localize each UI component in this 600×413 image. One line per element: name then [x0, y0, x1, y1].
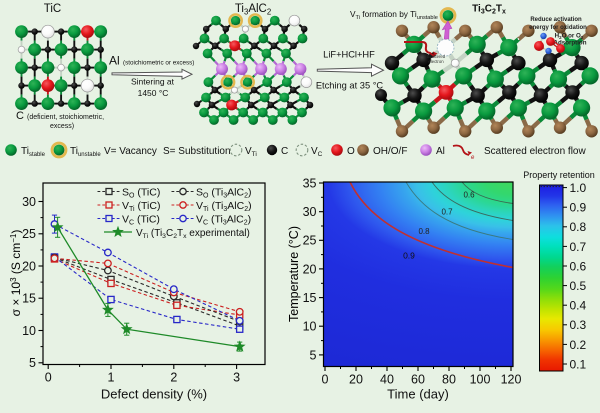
svg-text:excess): excess) [50, 123, 74, 130]
svg-text:Ti3AlC2: Ti3AlC2 [235, 3, 271, 17]
svg-text:Reduce activation: Reduce activation [530, 17, 582, 23]
svg-text:OH/O/F: OH/O/F [373, 146, 407, 157]
svg-text:0.5: 0.5 [570, 279, 587, 293]
svg-text:VTi (Ti3C2Tx experimental): VTi (Ti3C2Tx experimental) [136, 228, 250, 240]
svg-text:1450 °C: 1450 °C [138, 88, 169, 98]
svg-text:VTi (Ti3AlC2): VTi (Ti3AlC2) [196, 200, 252, 213]
svg-text:15: 15 [303, 291, 317, 305]
svg-text:0.6: 0.6 [570, 259, 587, 273]
svg-text:3: 3 [233, 371, 240, 385]
svg-text:120: 120 [501, 373, 522, 387]
svg-text:Al: Al [436, 146, 445, 157]
svg-text:1.0: 1.0 [570, 181, 587, 195]
svg-text:1: 1 [108, 371, 115, 385]
svg-text:25: 25 [22, 227, 36, 241]
svg-text:VC (Ti3AlC2): VC (Ti3AlC2) [196, 213, 251, 226]
svg-text:0.8: 0.8 [570, 220, 587, 234]
svg-text:VC (TiC): VC (TiC) [122, 213, 160, 226]
svg-text:5: 5 [29, 356, 36, 370]
svg-text:20: 20 [22, 259, 36, 273]
svg-text:VTi (TiC): VTi (TiC) [122, 200, 160, 213]
svg-text:0.2: 0.2 [570, 338, 587, 352]
svg-text:60: 60 [411, 373, 425, 387]
svg-text:Scattered: Scattered [427, 54, 446, 59]
svg-text:15: 15 [22, 292, 36, 306]
svg-text:35: 35 [303, 176, 317, 190]
svg-text:Time (day): Time (day) [387, 387, 449, 402]
svg-text:σ × 103 (S cm−1): σ × 103 (S cm−1) [9, 230, 23, 317]
svg-text:0.4: 0.4 [570, 299, 587, 313]
svg-text:Tiunstable: Tiunstable [70, 146, 101, 158]
svg-text:O: O [347, 146, 355, 157]
svg-text:40: 40 [380, 373, 394, 387]
svg-text:0.9: 0.9 [403, 251, 415, 261]
svg-text:0.3: 0.3 [570, 318, 587, 332]
svg-text:e: e [471, 155, 475, 161]
svg-text:C: C [281, 146, 288, 157]
svg-text:Adsorption: Adsorption [554, 40, 587, 47]
svg-text:0.7: 0.7 [441, 208, 453, 217]
svg-text:20: 20 [349, 373, 363, 387]
svg-text:V= Vacancy: V= Vacancy [104, 146, 157, 157]
svg-text:0: 0 [45, 371, 52, 385]
svg-text:C (deficient, stoichiometric,: C (deficient, stoichiometric, [16, 110, 104, 122]
svg-text:Temperature (°C): Temperature (°C) [287, 226, 301, 322]
svg-text:0.7: 0.7 [570, 240, 587, 254]
svg-text:VTi: VTi [245, 146, 257, 158]
svg-text:0: 0 [322, 373, 329, 387]
svg-text:Property retention: Property retention [523, 170, 595, 180]
svg-text:VC: VC [311, 146, 323, 158]
svg-text:20: 20 [303, 262, 317, 276]
svg-text:LiF+HCl+HF: LiF+HCl+HF [323, 50, 375, 60]
svg-text:25: 25 [303, 234, 317, 248]
svg-text:0.9: 0.9 [570, 201, 587, 215]
svg-text:Scattered electron flow: Scattered electron flow [484, 146, 586, 157]
svg-text:H2O or O2: H2O or O2 [555, 33, 584, 40]
svg-text:10: 10 [22, 324, 36, 338]
svg-text:Sintering at: Sintering at [131, 77, 175, 87]
svg-text:Ti3C2Tx: Ti3C2Tx [472, 4, 506, 16]
svg-text:SO (TiC): SO (TiC) [122, 186, 160, 199]
svg-text:Defect density (%): Defect density (%) [101, 387, 207, 402]
svg-text:Al (stoichiometric or excess): Al (stoichiometric or excess) [109, 54, 194, 68]
svg-text:VTi formation by Tiunstable: VTi formation by Tiunstable [350, 9, 438, 21]
svg-text:energy for oxidation: energy for oxidation [529, 25, 587, 31]
svg-text:5: 5 [310, 348, 317, 362]
svg-text:electron: electron [428, 59, 444, 64]
svg-text:0.8: 0.8 [418, 227, 430, 236]
svg-text:Tistable: Tistable [21, 146, 46, 158]
svg-text:0.6: 0.6 [463, 191, 475, 200]
svg-text:0.1: 0.1 [570, 357, 587, 371]
svg-text:30: 30 [303, 205, 317, 219]
svg-text:100: 100 [470, 373, 491, 387]
svg-text:SO (Ti3AlC2): SO (Ti3AlC2) [196, 186, 251, 199]
svg-text:2: 2 [170, 371, 177, 385]
svg-text:S= Substitution: S= Substitution [163, 146, 231, 157]
svg-text:Etching at 35 °C: Etching at 35 °C [316, 81, 384, 91]
svg-text:10: 10 [303, 320, 317, 334]
svg-text:80: 80 [442, 373, 456, 387]
svg-text:30: 30 [22, 195, 36, 209]
svg-text:TiC: TiC [44, 3, 61, 15]
